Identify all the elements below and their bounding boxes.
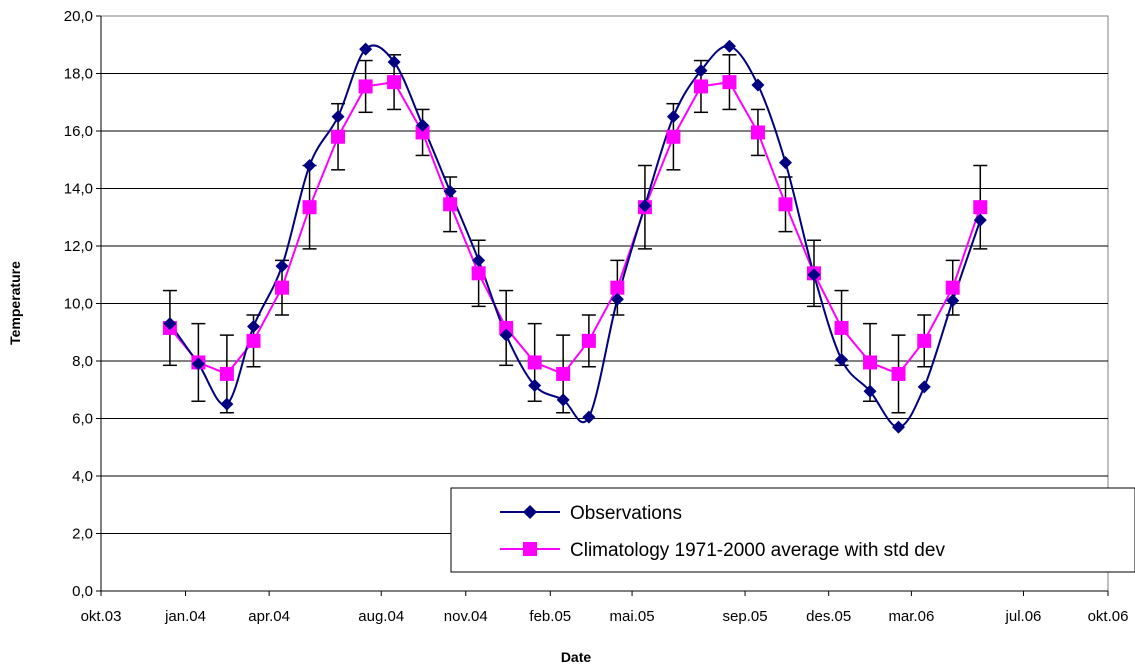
y-tick-label: 0,0 <box>72 583 93 600</box>
x-tick-label: apr.04 <box>248 608 290 625</box>
observation-point <box>443 184 457 198</box>
climatology-point <box>443 197 458 212</box>
observation-point <box>694 64 708 78</box>
legend-label-climatology: Climatology 1971-2000 average with std d… <box>570 540 945 561</box>
y-tick-label: 6,0 <box>72 411 93 428</box>
observation-point <box>946 294 960 308</box>
climatology-point <box>778 197 793 212</box>
observation-point <box>638 199 652 213</box>
climatology-point <box>387 75 402 90</box>
legend-marker-observations <box>523 505 537 519</box>
observation-point <box>247 320 261 333</box>
climatology-point <box>891 366 906 381</box>
legend-box <box>450 487 1135 573</box>
observation-point <box>556 393 570 407</box>
observation-point <box>582 410 596 424</box>
climatology-point <box>722 75 737 90</box>
climatology-point <box>581 333 596 348</box>
observation-point <box>863 384 877 398</box>
series-markers <box>162 39 988 434</box>
x-axis-ticks: okt.03 jan.04 apr.04 aug.04 nov.04 feb.05 mai.… <box>81 591 1129 625</box>
std-dev-error-bars <box>162 54 988 414</box>
x-tick-label: jul.06 <box>1005 608 1042 625</box>
y-tick-label: 18,0 <box>64 66 93 83</box>
x-tick-label: mar.06 <box>888 608 934 625</box>
observation-point <box>387 55 401 69</box>
observation-point <box>892 420 906 434</box>
observation-point <box>779 156 793 170</box>
x-tick-label: des.05 <box>806 608 851 625</box>
climatology-point <box>610 280 625 295</box>
climatology-point <box>275 280 290 295</box>
observation-point <box>751 78 765 92</box>
observation-point <box>835 353 849 367</box>
y-axis-ticks: 0,0 2,0 4,0 6,0 8,0 10,0 12,0 14,0 16,0 18,0 20,0 <box>64 8 101 600</box>
observation-point <box>472 253 486 267</box>
climatology-point <box>219 366 234 381</box>
y-tick-label: 12,0 <box>64 238 93 255</box>
y-axis-title: Temperature <box>7 261 23 345</box>
climatology-point <box>863 355 878 370</box>
y-tick-label: 16,0 <box>64 123 93 140</box>
y-tick-label: 10,0 <box>64 296 93 313</box>
climatology-point <box>973 200 988 215</box>
observation-point <box>416 118 430 132</box>
legend-entry-observations: Observations <box>500 503 682 524</box>
observation-point <box>973 213 987 227</box>
y-tick-label: 14,0 <box>64 181 93 198</box>
observation-point <box>917 380 931 394</box>
climatology-point <box>750 125 765 140</box>
legend-entry-climatology: Climatology 1971-2000 average with std d… <box>500 540 945 561</box>
x-tick-label: okt.03 <box>81 608 122 625</box>
observation-point <box>220 397 234 411</box>
legend-label-observations: Observations <box>570 503 682 524</box>
y-tick-label: 4,0 <box>72 468 93 485</box>
legend-marker-climatology <box>523 542 537 556</box>
x-tick-label: jan.04 <box>164 608 206 625</box>
x-tick-label: nov.04 <box>444 608 488 625</box>
climatology-point <box>666 129 681 144</box>
legend: Observations Climatology 1971-2000 avera… <box>450 487 1135 573</box>
observation-point <box>191 357 205 371</box>
observation-point <box>359 42 373 56</box>
observation-point <box>610 292 624 306</box>
climatology-point <box>945 280 960 295</box>
climatology-point <box>246 333 261 348</box>
x-axis-title: Date <box>561 649 592 665</box>
climatology-point <box>302 200 317 215</box>
x-tick-label: okt.06 <box>1088 608 1129 625</box>
observation-point <box>666 110 680 124</box>
climatology-point <box>834 320 849 335</box>
climatology-point <box>917 333 932 348</box>
observation-point <box>722 39 736 53</box>
x-tick-label: mai.05 <box>610 608 655 625</box>
y-tick-label: 8,0 <box>72 353 93 370</box>
climatology-point <box>358 79 373 94</box>
x-tick-label: aug.04 <box>358 608 404 625</box>
observation-point <box>275 259 289 273</box>
climatology-point <box>693 79 708 94</box>
x-tick-label: sep.05 <box>723 608 768 625</box>
y-tick-label: 20,0 <box>64 8 93 25</box>
climatology-point <box>415 125 430 140</box>
observation-point <box>331 110 345 124</box>
climatology-point <box>471 266 486 281</box>
observation-point <box>807 268 821 282</box>
climatology-point <box>499 320 514 335</box>
climatology-point <box>556 366 571 381</box>
observation-point <box>528 378 542 392</box>
y-tick-label: 2,0 <box>72 526 93 543</box>
x-tick-label: feb.05 <box>529 608 571 625</box>
observation-point <box>499 328 513 342</box>
climatology-point <box>527 355 542 370</box>
observation-point <box>163 317 177 331</box>
climatology-point <box>331 129 346 144</box>
observation-point <box>303 159 317 172</box>
